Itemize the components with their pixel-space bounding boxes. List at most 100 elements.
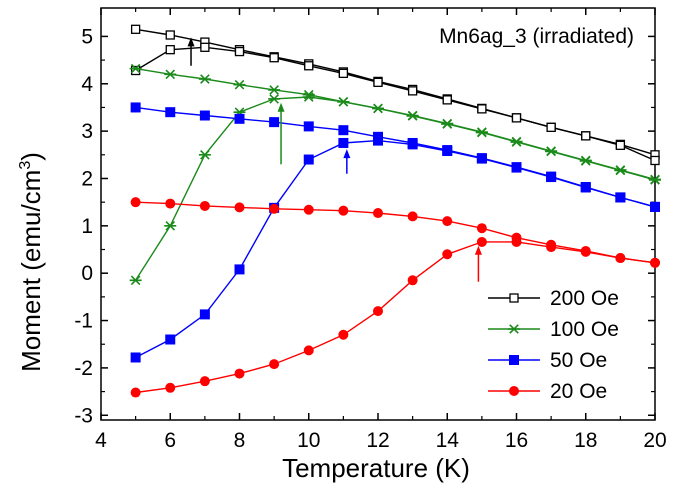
data-point: [509, 293, 519, 303]
y-tick-label: -2: [74, 357, 93, 380]
data-point: [198, 74, 211, 84]
data-point: [509, 355, 519, 365]
data-point: [508, 324, 520, 334]
y-tick-label: 4: [81, 73, 93, 96]
data-point: [303, 154, 314, 165]
data-point: [442, 146, 453, 157]
data-point: [269, 53, 279, 63]
annotation-arrow: [187, 37, 195, 66]
y-axis-label: Moment (emu/cm3): [16, 152, 46, 372]
x-tick-label: 16: [505, 429, 528, 452]
data-point: [338, 329, 349, 340]
x-tick-label: 6: [164, 429, 176, 452]
data-point: [165, 334, 176, 345]
series-line: [135, 201, 656, 264]
series-50-oe: [130, 102, 660, 363]
data-point: [130, 197, 141, 208]
data-point: [581, 131, 591, 141]
series-200-oe: [130, 24, 660, 166]
data-point: [199, 376, 210, 387]
data-point: [269, 117, 280, 128]
data-point: [511, 162, 522, 173]
x-tick-label: 4: [95, 429, 107, 452]
y-tick-label: 1: [81, 215, 93, 238]
data-point: [130, 24, 141, 34]
data-point: [234, 113, 245, 124]
series-line: [135, 139, 656, 359]
y-tick-label: 0: [81, 262, 93, 285]
y-axis-label-close: ): [16, 152, 46, 161]
data-point: [407, 86, 418, 96]
data-point: [442, 216, 453, 227]
data-point: [199, 200, 210, 211]
data-point: [579, 156, 592, 166]
data-point: [303, 345, 314, 356]
data-point: [407, 139, 418, 150]
legend-label: 50 Oe: [550, 349, 607, 372]
x-tick-label: 10: [297, 429, 320, 452]
data-point: [338, 68, 349, 79]
data-point: [615, 253, 626, 264]
data-point: [372, 103, 384, 114]
series-line: [135, 96, 656, 281]
y-tick-label: -3: [74, 404, 93, 427]
data-point: [373, 135, 383, 146]
data-point: [475, 127, 488, 138]
data-point: [233, 79, 246, 90]
data-point: [649, 175, 661, 185]
chart-title: Mn6ag_3 (irradiated): [439, 25, 634, 48]
data-point: [407, 275, 418, 286]
annotation-arrows: [187, 37, 482, 282]
data-point: [373, 306, 383, 317]
data-point: [476, 153, 487, 164]
data-point: [546, 122, 556, 132]
series-line: [135, 241, 656, 394]
data-point: [165, 30, 175, 40]
data-point: [234, 46, 245, 57]
data-point: [199, 110, 210, 121]
annotation-arrow: [474, 245, 482, 282]
data-point: [407, 211, 418, 222]
x-tick-label: 20: [643, 429, 666, 452]
data-point: [199, 309, 210, 320]
data-point: [165, 45, 175, 55]
data-point: [373, 77, 383, 87]
data-point: [476, 236, 487, 247]
data-point: [511, 236, 522, 247]
y-tick-label: 2: [81, 167, 93, 190]
data-point: [511, 113, 522, 123]
data-point: [615, 192, 626, 203]
data-point: [303, 204, 314, 215]
data-point: [130, 102, 141, 113]
x-tick-label: 12: [366, 429, 389, 452]
data-point: [268, 85, 281, 95]
data-point: [338, 205, 349, 216]
data-point: [406, 111, 419, 121]
data-point: [164, 221, 177, 231]
legend-item: 100 Oe: [488, 318, 619, 341]
data-point: [614, 165, 627, 176]
data-point: [129, 63, 142, 74]
data-point: [304, 61, 314, 71]
legend-label: 20 Oe: [550, 380, 607, 403]
legend-label: 200 Oe: [550, 287, 619, 310]
annotation-arrow: [343, 149, 351, 174]
data-point: [165, 382, 176, 393]
series-group: [129, 24, 661, 398]
data-point: [615, 140, 626, 150]
data-point: [302, 92, 315, 102]
data-point: [510, 137, 523, 147]
data-point: [234, 368, 245, 379]
data-point: [442, 95, 452, 105]
y-tick-label: 5: [81, 25, 93, 48]
data-point: [545, 146, 558, 157]
data-point: [268, 94, 281, 104]
y-tick-label: -1: [74, 310, 93, 333]
data-point: [650, 155, 660, 166]
data-point: [165, 107, 176, 118]
legend-label: 100 Oe: [550, 318, 619, 341]
data-point: [130, 387, 141, 398]
y-axis-label-sup: 3: [17, 161, 34, 170]
series-line: [135, 46, 656, 162]
